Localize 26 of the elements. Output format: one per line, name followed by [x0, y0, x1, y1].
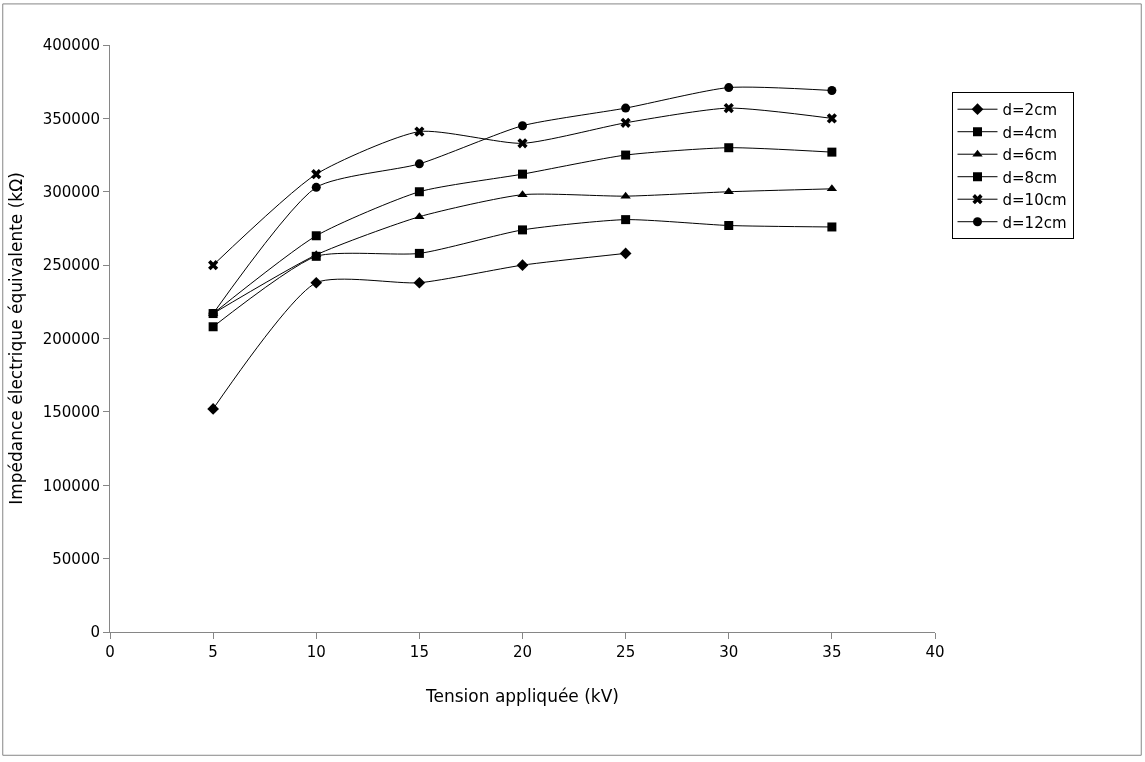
y-tick-label: 300000: [42, 183, 100, 201]
legend-label: d=10cm: [1002, 191, 1067, 210]
y-tick-label: 50000: [52, 549, 100, 568]
x-tick-label: 35: [822, 643, 842, 661]
y-tick-label: 0: [90, 623, 100, 642]
y-tick-label: 150000: [42, 403, 100, 422]
legend-label: d=2cm: [1002, 101, 1057, 120]
y-tick-label: 100000: [42, 476, 100, 495]
y-tick-label: 400000: [42, 36, 100, 55]
x-axis-title: Tension appliquée (kV): [425, 686, 619, 707]
x-tick-label: 5: [208, 643, 218, 661]
legend-label: d=4cm: [1002, 123, 1057, 142]
legend-label: d=12cm: [1002, 213, 1067, 232]
y-tick-label: 350000: [42, 109, 100, 128]
legend-label: d=6cm: [1002, 146, 1057, 165]
x-tick-label: 0: [105, 643, 115, 661]
x-tick-label: 25: [616, 643, 636, 661]
x-tick-label: 15: [409, 643, 429, 661]
legend-label: d=8cm: [1002, 168, 1057, 187]
x-tick-label: 30: [719, 643, 739, 661]
x-tick-label: 20: [512, 643, 533, 661]
y-tick-label: 250000: [42, 256, 100, 275]
x-tick-label: 10: [306, 643, 326, 661]
y-axis-title: Impédance électrique équivalente (kΩ): [6, 172, 27, 505]
x-tick-label: 40: [925, 643, 945, 661]
y-tick-label: 200000: [42, 329, 100, 348]
